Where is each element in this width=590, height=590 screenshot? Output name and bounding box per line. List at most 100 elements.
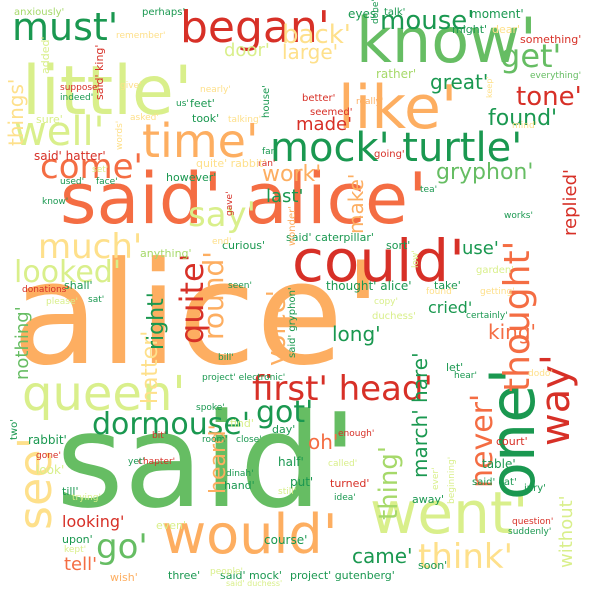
word-upon: upon' — [62, 533, 93, 546]
word-soon: soon' — [418, 559, 448, 572]
word-time: time' — [142, 114, 259, 168]
word-said-alice: said' alice' — [60, 158, 428, 240]
word-work: work' — [262, 162, 322, 187]
word-trying: trying' — [72, 493, 101, 503]
word-dodo: dodo' — [528, 369, 553, 379]
word-came: came' — [352, 544, 413, 568]
word-tea: tea' — [420, 185, 438, 195]
word-really: really' — [356, 97, 384, 107]
word-got: got' — [256, 395, 314, 430]
word-table: table' — [482, 457, 516, 471]
word-bill: bill' — [218, 353, 234, 363]
word-said-duchess: said' duchess' — [226, 579, 283, 588]
word-began: began' — [180, 2, 330, 53]
word-queen: queen' — [22, 366, 186, 422]
word-suppose: suppose' — [60, 83, 101, 93]
word-perhaps: perhaps' — [142, 7, 186, 18]
word-tell: tell' — [64, 554, 98, 575]
word-make: make' — [344, 173, 368, 234]
word-tone: tone' — [516, 82, 582, 112]
word-mind: mind' — [512, 121, 538, 131]
word-donations: donations' — [22, 285, 69, 295]
word-bit: bit' — [152, 431, 167, 441]
word-come: come' — [40, 147, 143, 187]
word-little: little' — [22, 52, 193, 131]
word-keep: keep' — [485, 76, 494, 98]
word-even: even' — [156, 519, 187, 532]
word-talk: talk' — [384, 7, 406, 18]
word-face: face' — [96, 177, 118, 187]
word-made: made' — [296, 114, 353, 135]
word-room: room' — [202, 435, 228, 445]
word-words: words' — [115, 120, 125, 150]
word-something: something' — [520, 33, 582, 46]
word-rather: rather' — [376, 67, 417, 81]
word-found-small: found' — [426, 287, 455, 297]
word-three: three' — [168, 569, 201, 582]
word-went: went' — [370, 479, 529, 547]
word-looked: looked' — [14, 255, 122, 290]
word-nearly: nearly' — [200, 85, 231, 95]
word-turned: turned' — [330, 477, 370, 490]
word-know: know' — [356, 4, 537, 77]
word-found: found' — [488, 106, 558, 131]
word-spoke: spoke' — [196, 403, 225, 413]
word-seen: seen' — [228, 281, 252, 291]
word-look: look' — [36, 463, 65, 477]
word-alice: alice' — [12, 232, 383, 397]
word-talking: talking' — [228, 115, 262, 125]
word-let: let' — [446, 361, 464, 374]
word-wish: wish' — [110, 571, 138, 584]
word-must: must' — [12, 5, 119, 49]
word-replied: replied' — [560, 169, 581, 236]
word-two: two' — [9, 419, 20, 440]
word-use: use' — [462, 238, 499, 259]
word-getting: getting' — [480, 287, 515, 297]
word-chapter: chapter' — [138, 457, 176, 467]
word-curious: curious' — [222, 239, 266, 252]
word-enough: enough' — [338, 429, 375, 439]
word-suddenly: suddenly' — [508, 527, 552, 537]
word-go: go' — [96, 527, 148, 567]
word-large: large' — [282, 40, 339, 64]
word-duchess: duchess' — [372, 311, 416, 322]
word-gave: gave' — [225, 191, 235, 216]
word-please: please' — [46, 297, 78, 307]
word-long: long' — [332, 322, 381, 346]
word-door: door' — [224, 40, 270, 61]
word-works: works' — [504, 211, 533, 221]
word-round: round' — [197, 251, 230, 340]
word-indeed: indeed' — [60, 93, 94, 103]
word-thought-alice: thought' alice' — [326, 279, 412, 293]
word-well: well' — [14, 109, 105, 155]
word-eyes: eyes' — [348, 7, 380, 21]
word-till: till' — [62, 485, 79, 498]
word-said-gryphon: said' gryphon' — [287, 287, 298, 358]
word-ever: ever' — [431, 467, 441, 490]
word-better: better' — [302, 93, 336, 104]
word-shall: shall' — [64, 279, 93, 292]
word-called: called' — [328, 459, 358, 469]
word-quite-rabbit: quite' rabbit' — [196, 157, 267, 170]
word-going: going' — [374, 149, 405, 160]
word-said-mock: said' mock' — [220, 569, 282, 582]
word-never: never' — [465, 393, 500, 488]
word-back: back' — [282, 20, 351, 50]
word-much: much' — [38, 227, 143, 267]
word-give: give' — [120, 81, 142, 91]
word-people: people' — [210, 567, 243, 577]
word-thing: thing' — [374, 445, 404, 520]
word-project-electronic: project' electronic' — [202, 373, 286, 383]
word-looking: looking' — [62, 512, 125, 531]
word-could: could' — [292, 227, 466, 295]
word-yet: yet' — [128, 457, 145, 467]
word-took: took' — [192, 112, 220, 125]
word-said: said' — [56, 385, 358, 537]
word-added: added' — [39, 36, 52, 74]
word-nothing: nothing' — [12, 306, 33, 380]
word-without: without' — [556, 495, 577, 568]
word-sat: sat' — [88, 295, 105, 305]
word-might: might' — [452, 23, 488, 36]
word-take: take' — [434, 279, 461, 292]
